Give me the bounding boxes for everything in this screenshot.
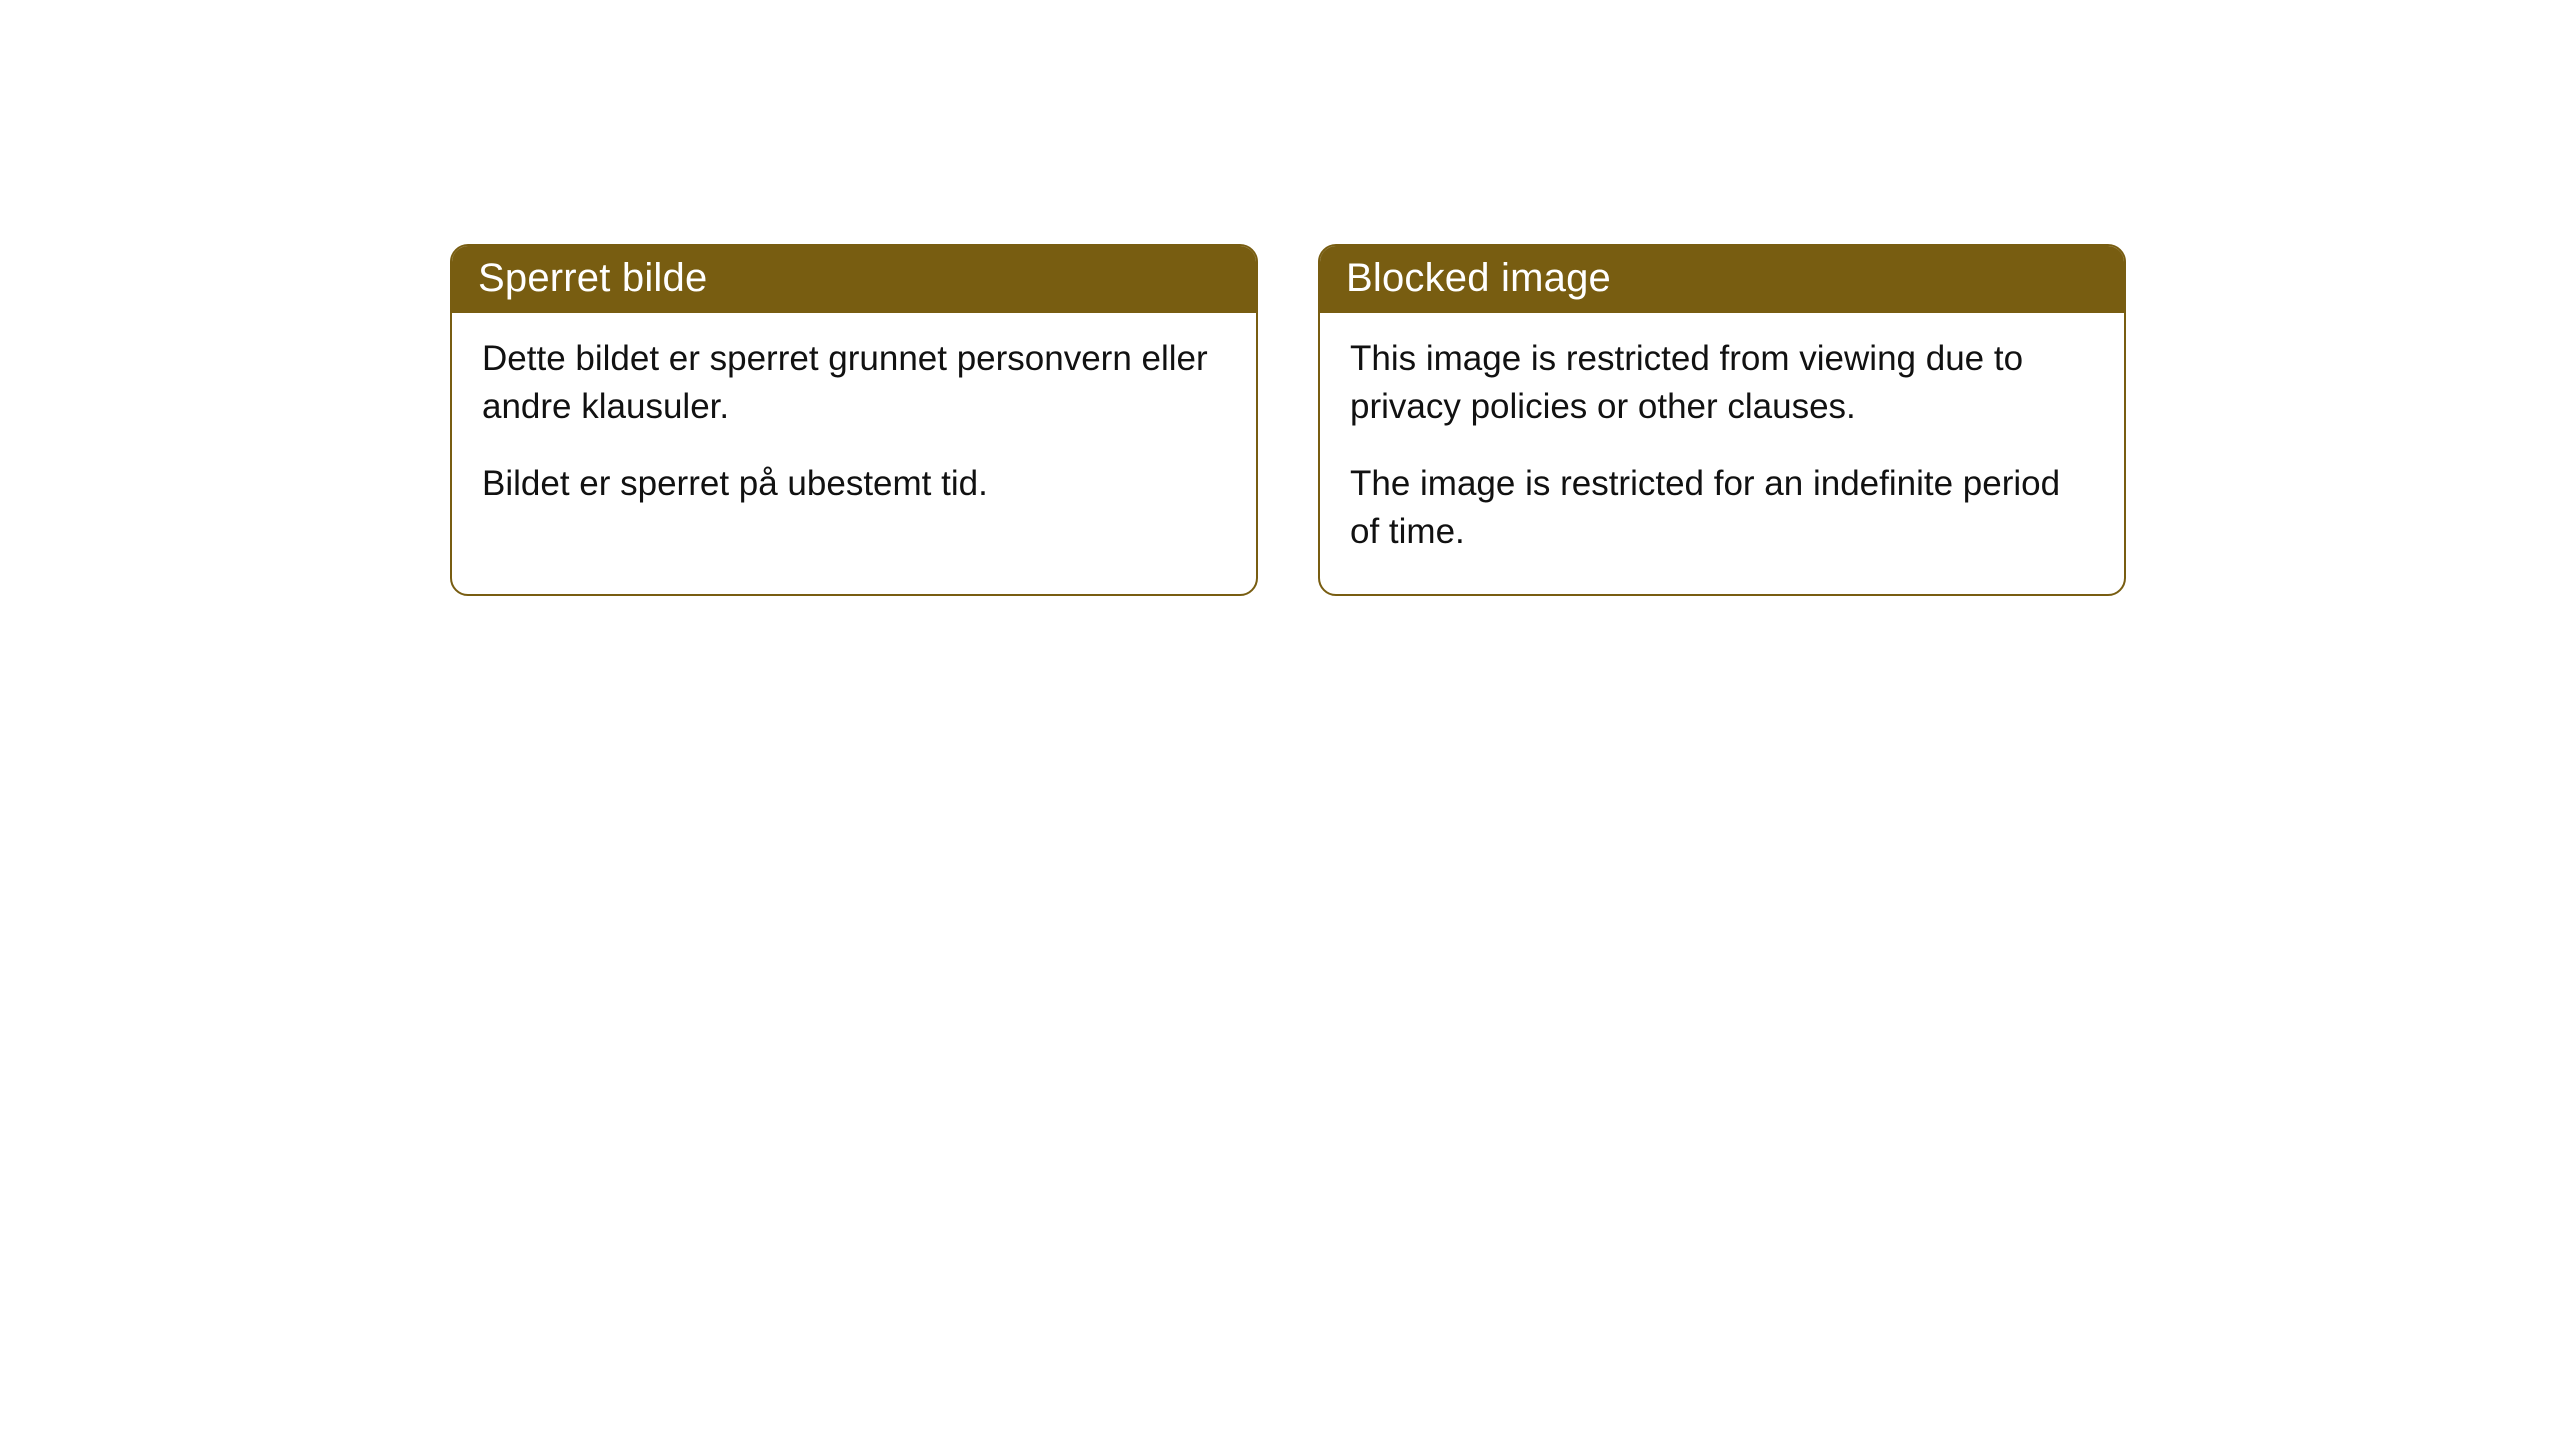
blocked-image-card-no: Sperret bilde Dette bildet er sperret gr… [450,244,1258,596]
card-paragraph: Dette bildet er sperret grunnet personve… [482,335,1226,432]
card-body: This image is restricted from viewing du… [1320,313,2124,594]
blocked-image-card-en: Blocked image This image is restricted f… [1318,244,2126,596]
card-header: Sperret bilde [452,246,1256,313]
card-paragraph: This image is restricted from viewing du… [1350,335,2094,432]
card-paragraph: Bildet er sperret på ubestemt tid. [482,460,1226,508]
card-header: Blocked image [1320,246,2124,313]
notice-container: Sperret bilde Dette bildet er sperret gr… [0,0,2560,596]
card-paragraph: The image is restricted for an indefinit… [1350,460,2094,557]
card-body: Dette bildet er sperret grunnet personve… [452,313,1256,546]
